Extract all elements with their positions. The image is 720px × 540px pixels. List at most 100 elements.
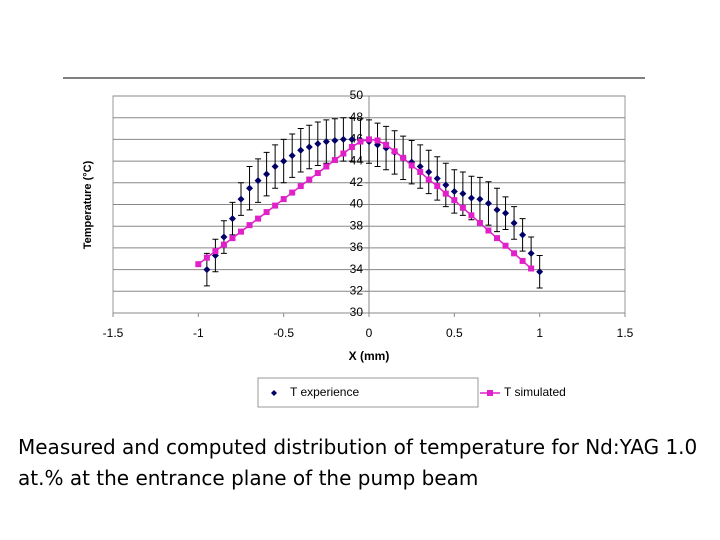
x-tick-label: 0.5 — [446, 326, 463, 340]
point — [519, 257, 526, 264]
point — [485, 227, 492, 234]
point — [519, 231, 527, 239]
point — [255, 215, 262, 222]
y-tick-label: 30 — [350, 305, 364, 319]
legend-marker — [271, 390, 277, 396]
point — [271, 163, 279, 171]
point — [528, 265, 535, 272]
point — [484, 199, 492, 207]
point — [272, 202, 279, 209]
y-tick-label: 34 — [350, 262, 364, 276]
y-tick-label: 44 — [350, 153, 364, 167]
point — [348, 135, 356, 143]
y-tick-label: 40 — [350, 197, 364, 211]
point — [459, 204, 466, 211]
point — [425, 176, 432, 183]
point — [467, 194, 475, 202]
x-tick-label: 0 — [366, 326, 373, 340]
point — [203, 254, 210, 261]
point — [442, 190, 449, 197]
point — [502, 242, 509, 249]
point — [297, 146, 305, 154]
point — [442, 181, 450, 189]
point — [306, 176, 313, 183]
legend-label: T simulated — [504, 385, 566, 399]
point — [305, 143, 313, 151]
point — [417, 168, 424, 175]
y-tick-label: 36 — [350, 240, 364, 254]
point — [357, 138, 364, 145]
point — [229, 235, 236, 242]
legend-marker — [487, 390, 493, 396]
point — [288, 152, 296, 160]
point — [263, 209, 270, 216]
point — [451, 197, 458, 204]
point — [280, 157, 288, 165]
x-tick-label: -1.5 — [103, 326, 124, 340]
point — [195, 261, 202, 268]
caption: Measured and computed distribution of te… — [18, 435, 698, 490]
point — [400, 154, 407, 161]
point — [289, 189, 296, 196]
point — [391, 148, 398, 155]
point — [374, 137, 381, 144]
point — [331, 157, 338, 164]
point — [280, 196, 287, 203]
x-tick-label: 1.5 — [617, 326, 634, 340]
point — [383, 141, 390, 148]
point — [220, 233, 228, 241]
point — [314, 170, 321, 177]
point — [314, 140, 322, 148]
point — [331, 136, 339, 144]
point — [228, 215, 236, 223]
point — [476, 195, 484, 203]
point — [511, 250, 518, 257]
point — [339, 135, 347, 143]
point — [246, 184, 254, 192]
legend — [257, 377, 479, 408]
point — [433, 174, 441, 182]
point — [297, 183, 304, 190]
point — [408, 162, 415, 169]
point — [254, 177, 262, 185]
y-tick-label: 42 — [350, 175, 364, 189]
x-tick-label: -0.5 — [273, 326, 294, 340]
point — [536, 268, 544, 276]
point — [220, 241, 227, 248]
point — [434, 183, 441, 190]
point — [493, 206, 501, 214]
y-tick-label: 32 — [350, 283, 364, 297]
point — [366, 136, 372, 143]
series-line — [197, 138, 532, 270]
y-axis-title: Temperature (°C) — [82, 160, 94, 249]
y-tick-label: 50 — [350, 88, 364, 102]
point — [323, 163, 330, 170]
point — [510, 219, 518, 227]
x-tick-label: -1 — [193, 326, 204, 340]
point — [246, 222, 253, 229]
point — [203, 266, 211, 274]
point — [238, 228, 244, 235]
point — [348, 143, 355, 150]
point — [416, 163, 424, 171]
point — [263, 170, 271, 178]
point — [468, 212, 475, 219]
legend-label: T experience — [290, 385, 359, 399]
point — [527, 249, 535, 257]
point — [494, 235, 500, 242]
point — [476, 219, 483, 226]
point — [502, 209, 510, 217]
chart: Temperature (°C) X (mm) 30 32 34 36 38 40 42 44… — [63, 77, 645, 408]
x-axis-title: X (mm) — [349, 349, 390, 363]
y-tick-label: 38 — [350, 218, 364, 232]
point — [237, 195, 245, 203]
point — [340, 150, 347, 157]
point — [212, 248, 219, 255]
y-tick-label: 48 — [350, 110, 364, 124]
x-tick-label: 1 — [536, 326, 543, 340]
point — [322, 138, 330, 146]
point — [450, 187, 458, 195]
point — [425, 168, 433, 176]
point — [459, 190, 467, 198]
